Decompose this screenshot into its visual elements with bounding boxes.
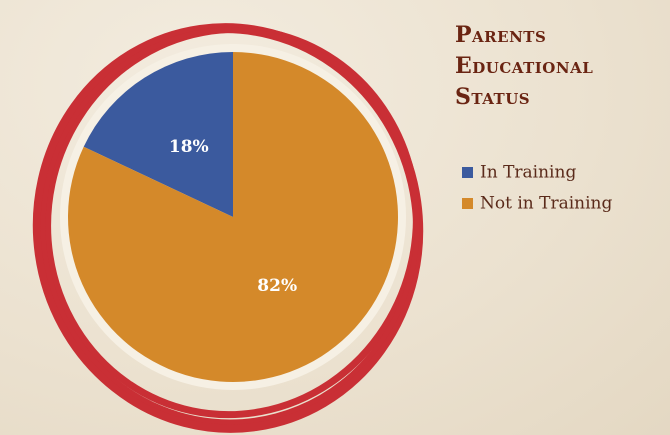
legend-label: In Training (480, 163, 576, 183)
decorative-ring (32, 23, 424, 433)
chart-title: Parents Educational Status (455, 22, 594, 110)
legend-label: Not in Training (480, 194, 613, 214)
value-label: 18% (169, 137, 209, 157)
pie-slice (68, 52, 399, 382)
legend-swatch (462, 198, 473, 209)
legend-swatch (462, 167, 473, 178)
value-label: 82% (257, 276, 297, 296)
pie-slice (83, 52, 233, 217)
